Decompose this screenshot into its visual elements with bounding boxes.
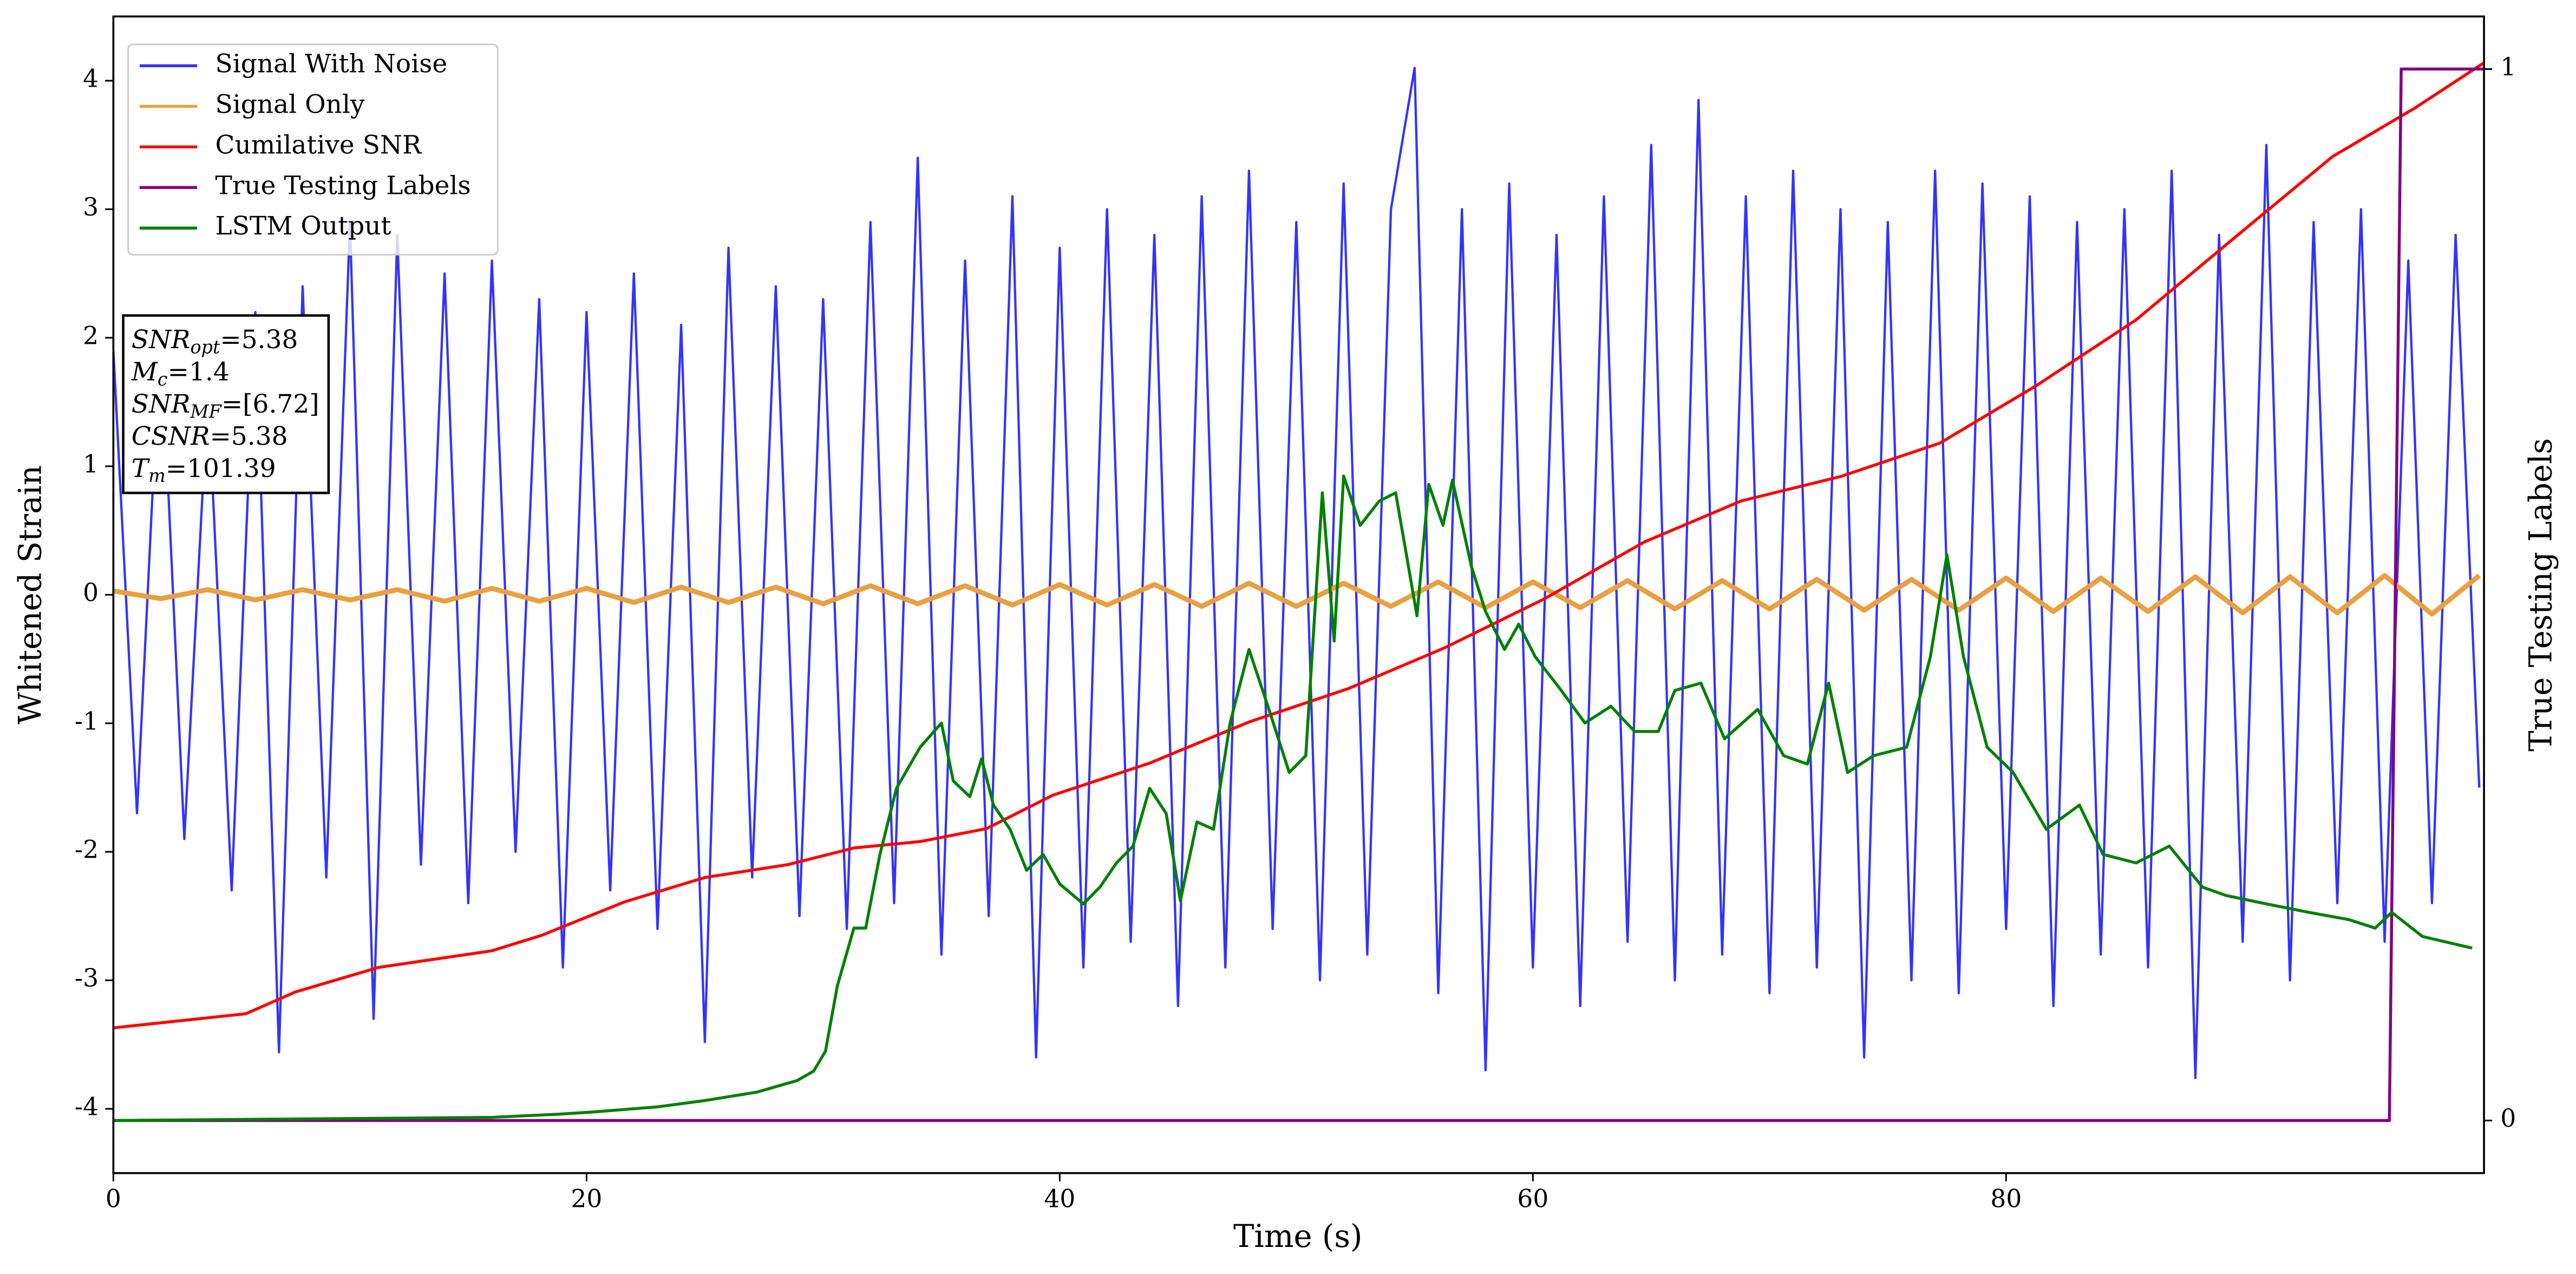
x-tick-label: 40 (1044, 1185, 1075, 1213)
annotation-value: =5.38 (210, 422, 287, 452)
legend-box (127, 43, 499, 256)
annotation-line: Mc=1.4 (131, 357, 230, 390)
y-tick-label: 1 (83, 450, 99, 479)
y-tick-label: -1 (75, 707, 99, 735)
x-tick-label: 60 (1517, 1185, 1548, 1213)
annotation-line: CSNR=5.38 (132, 422, 288, 452)
y2-axis-label: True Testing Labels (2522, 438, 2559, 752)
x-tick-label: 80 (1990, 1185, 2022, 1213)
annotation-symbol: T (132, 454, 151, 484)
annotation-line: SNRMF=[6.72] (132, 389, 319, 422)
x-axis-label: Time (s) (1233, 1218, 1363, 1255)
annotation-value: =5.38 (220, 325, 298, 355)
plot-lines (113, 61, 2485, 1122)
annotation-symbol: CSNR (132, 422, 210, 452)
annotation-box (122, 314, 330, 494)
annotation-subscript: c (158, 369, 168, 390)
legend-label: LSTM Output (215, 211, 391, 241)
y-tick-label: 2 (83, 321, 99, 350)
annotation-value: =101.39 (166, 454, 276, 484)
annotation-value: =1.4 (168, 357, 230, 387)
annotation-value: =[6.72] (221, 389, 319, 419)
annotation-subscript: MF (190, 401, 223, 422)
annotation-symbol: M (131, 357, 159, 387)
annotation-subscript: m (148, 465, 166, 486)
y-tick-label: -2 (75, 835, 99, 864)
legend-label: Cumilative SNR (215, 130, 423, 160)
legend: Signal With Noise Signal Only Cumilative S… (127, 43, 499, 256)
legend-label: True Testing Labels (215, 171, 471, 200)
annotation-symbol: SNR (132, 325, 191, 355)
annotation-line: SNRopt=5.38 (132, 325, 298, 357)
series-line (113, 573, 2481, 617)
annotation: SNRopt=5.38Mc=1.4SNRMF=[6.72]CSNR=5.38Tm… (122, 314, 330, 494)
annotation-subscript: opt (191, 336, 220, 357)
annotation-symbol: SNR (132, 389, 191, 419)
annotation-line: Tm=101.39 (132, 454, 276, 486)
x-tick-label: 20 (571, 1185, 602, 1213)
y-tick-label: -4 (75, 1092, 99, 1121)
series-line (113, 474, 2473, 1122)
y-axis-label: Whitened Strain (12, 465, 49, 724)
legend-label: Signal With Noise (215, 49, 448, 79)
series-line (113, 67, 2485, 1122)
y2-tick-label: 0 (2500, 1104, 2516, 1133)
legend-label: Signal Only (215, 89, 365, 119)
series-line (113, 61, 2485, 1030)
y-tick-label: -3 (75, 964, 99, 992)
x-tick-label: 0 (106, 1185, 121, 1213)
y-tick-label: 3 (83, 193, 99, 221)
series-line (113, 67, 2481, 1080)
y2-tick-label: 1 (2500, 53, 2516, 81)
y-tick-label: 4 (83, 64, 99, 93)
y-tick-label: 0 (83, 578, 99, 607)
